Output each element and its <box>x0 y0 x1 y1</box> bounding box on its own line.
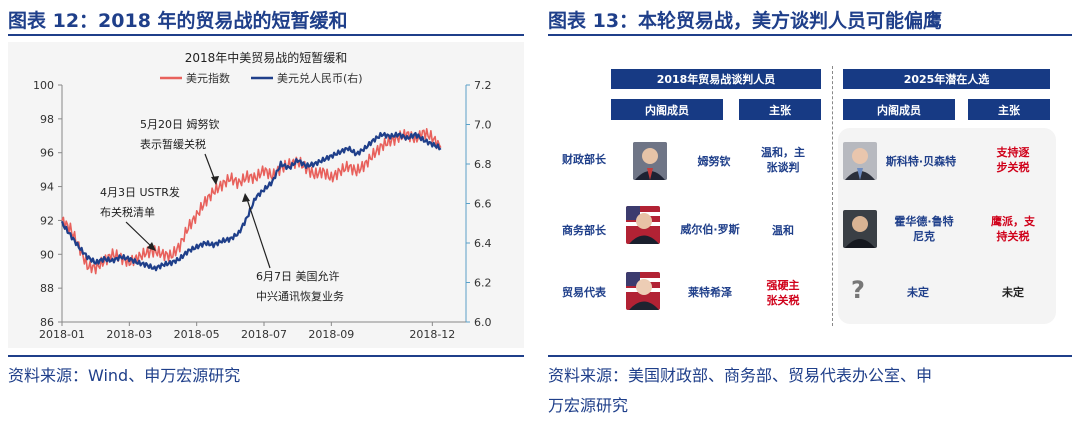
row-label-ustr: 贸易代表 <box>562 286 606 299</box>
chart-legend: 美元指数 美元兑人民币(右) <box>160 71 363 85</box>
header-2018-position: 主张 <box>739 99 821 120</box>
x-tick-label: 2018-05 <box>174 328 220 341</box>
chart-series <box>60 128 442 275</box>
name-2018-ustr: 莱特希泽 <box>688 286 732 299</box>
legend-label-usdcny: 美元兑人民币(右) <box>277 71 363 85</box>
x-tick-label: 2018-09 <box>308 328 354 341</box>
y-left-tick-label: 92 <box>40 214 54 227</box>
x-tick-label: 2018-12 <box>409 328 455 341</box>
annotation-may20-line2: 表示暂缓关税 <box>140 137 206 151</box>
y-left-tick-label: 88 <box>40 282 54 295</box>
left-source-rule <box>8 355 524 357</box>
line-chart: 2018年中美贸易战的短暂缓和 美元指数 美元兑人民币(右) 86 88 90 92 9… <box>33 50 492 341</box>
row-label-treasury: 财政部长 <box>562 153 606 166</box>
header-2018-negotiators: 2018年贸易战谈判人员 <box>611 69 821 89</box>
stance-2025-commerce: 鹰派，支 持关税 <box>991 215 1035 243</box>
series-line-usdcny <box>60 131 442 272</box>
annotation-jun7-line2: 中兴通讯恢复业务 <box>256 289 344 303</box>
y-left-tick-label: 98 <box>40 113 54 126</box>
chart-axes: 86 88 90 92 94 96 98 100 6.0 6.2 6.4 6.6 6.8 7.0 7.2 20… <box>33 79 492 341</box>
stance-2018-commerce: 温和 <box>772 224 794 237</box>
portrait-lutnick-icon <box>843 210 877 248</box>
right-source-line2: 万宏源研究 <box>548 396 629 415</box>
chart-annotations: 5月20日 姆努钦 表示暂缓关税 4月3日 USTR发 布关税清单 6月7日 美… <box>100 117 344 303</box>
right-title-rule <box>548 34 1072 36</box>
header-2025-candidates: 2025年潜在人选 <box>843 69 1050 89</box>
x-tick-label: 2018-07 <box>241 328 287 341</box>
question-mark-icon: ? <box>851 276 865 304</box>
annotation-apr3-line1: 4月3日 USTR发 <box>100 185 180 199</box>
left-title-rule <box>8 34 524 36</box>
portrait-bessent-icon <box>843 142 877 180</box>
stance-2018-treasury: 温和，主 张谈判 <box>761 146 805 174</box>
right-figure: 图表 13：本轮贸易战，美方谈判人员可能偏鹰 2018年贸易战谈判人员 2025… <box>548 0 1072 428</box>
right-source-line1: 资料来源：美国财政部、商务部、贸易代表办公室、申 <box>548 366 933 385</box>
portrait-mnuchin-icon <box>633 142 667 180</box>
stance-2018-ustr: 强硬主 张关税 <box>766 279 800 307</box>
annotation-jun7-arrow <box>245 195 271 269</box>
y-left-tick-label: 96 <box>40 147 54 160</box>
name-2018-commerce: 威尔伯·罗斯 <box>680 223 740 236</box>
name-2025-commerce: 霍华德·鲁特 尼克 <box>894 215 954 243</box>
header-2025-position: 主张 <box>968 99 1050 120</box>
y-right-tick-label: 6.0 <box>474 316 492 329</box>
left-source: 资料来源：Wind、申万宏源研究 <box>8 366 241 385</box>
header-2018-member: 内阁成员 <box>611 99 723 120</box>
annotation-apr3-arrow <box>125 221 155 250</box>
y-right-tick-label: 7.0 <box>474 119 492 132</box>
y-right-tick-label: 6.6 <box>474 198 492 211</box>
name-2025-treasury: 斯科特·贝森特 <box>885 155 957 168</box>
y-right-tick-label: 7.2 <box>474 79 492 92</box>
annotation-jun7-arrowhead <box>242 193 250 202</box>
stance-2025-ustr: 未定 <box>1002 286 1024 299</box>
annotation-apr3-line2: 布关税清单 <box>100 205 155 219</box>
left-figure: 图表 12：2018 年的贸易战的短暂缓和 2018年中美贸易战的短暂缓和 美元… <box>8 0 524 428</box>
stance-2025-treasury: 支持逐 步关税 <box>996 146 1030 174</box>
x-tick-label: 2018-03 <box>106 328 152 341</box>
y-left-tick-label: 100 <box>33 79 54 92</box>
group-separator <box>832 66 833 326</box>
y-left-tick-label: 90 <box>40 248 54 261</box>
header-2025-member: 内阁成员 <box>843 99 955 120</box>
portrait-lighthizer-icon <box>626 272 660 310</box>
name-2025-ustr: 未定 <box>907 286 929 299</box>
y-left-tick-label: 86 <box>40 316 54 329</box>
y-right-tick-label: 6.4 <box>474 237 492 250</box>
x-tick-label: 2018-01 <box>39 328 85 341</box>
legend-label-usd-index: 美元指数 <box>186 71 230 85</box>
right-figure-title: 图表 13：本轮贸易战，美方谈判人员可能偏鹰 <box>548 10 943 32</box>
annotation-apr3-arrowhead <box>147 242 156 251</box>
series-line-usd-index <box>61 128 442 275</box>
chart-title: 2018年中美贸易战的短暂缓和 <box>185 50 348 65</box>
y-right-tick-label: 6.8 <box>474 158 492 171</box>
left-figure-title: 图表 12：2018 年的贸易战的短暂缓和 <box>8 10 348 32</box>
chart-panel: 2018年中美贸易战的短暂缓和 美元指数 美元兑人民币(右) 86 88 90 92 9… <box>8 42 524 348</box>
annotation-may20-arrowhead <box>211 176 219 185</box>
row-label-commerce: 商务部长 <box>562 224 606 237</box>
portrait-ross-icon <box>626 206 660 244</box>
right-source-rule <box>548 355 1072 357</box>
name-2018-treasury: 姆努钦 <box>697 155 731 168</box>
annotation-may20-line1: 5月20日 姆努钦 <box>140 117 220 131</box>
y-left-tick-label: 94 <box>40 181 54 194</box>
y-right-tick-label: 6.2 <box>474 277 492 290</box>
annotation-jun7-line1: 6月7日 美国允许 <box>256 269 340 283</box>
